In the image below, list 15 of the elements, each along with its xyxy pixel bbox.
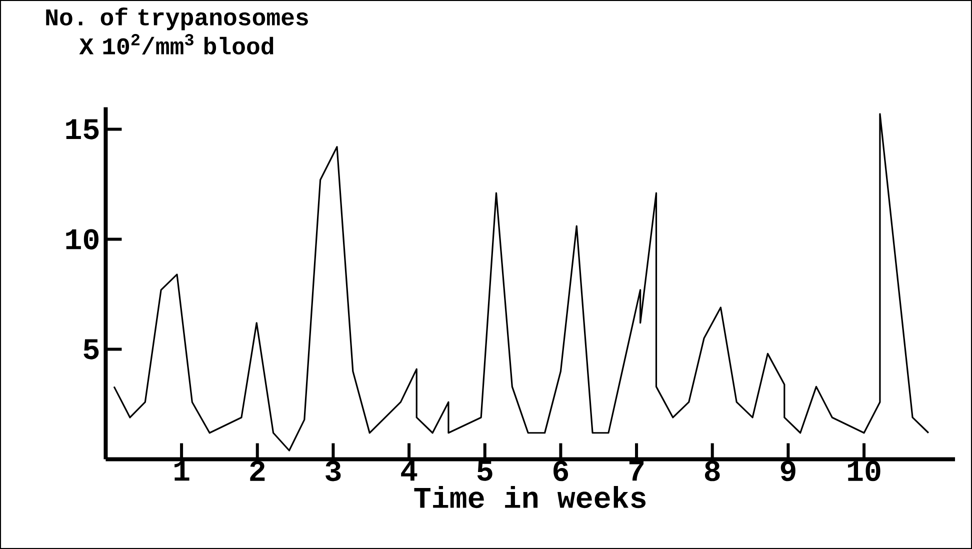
x-tick-label: 5 [477,460,492,481]
y-tick-label: 10 [66,229,98,250]
x-tick-label: 6 [554,460,568,482]
y-tick-label: 5 [84,339,99,360]
x-tick-label: 9 [780,460,796,482]
y-tick-label: 15 [66,119,99,140]
y-axis-title: No. of trypanosomes X 10$^{2}$/mm$^{3}$ blood [46,8,308,54]
x-tick-label: 10 [848,460,880,482]
x-tick-label: 8 [704,460,720,482]
x-tick-label: 4 [401,460,418,481]
x-tick-label: 2 [250,460,265,481]
x-axis-title: Time in weeks [414,486,646,508]
x-tick-label: 3 [326,460,341,482]
x-tick-label: 1 [174,460,190,481]
line-series [113,113,930,452]
